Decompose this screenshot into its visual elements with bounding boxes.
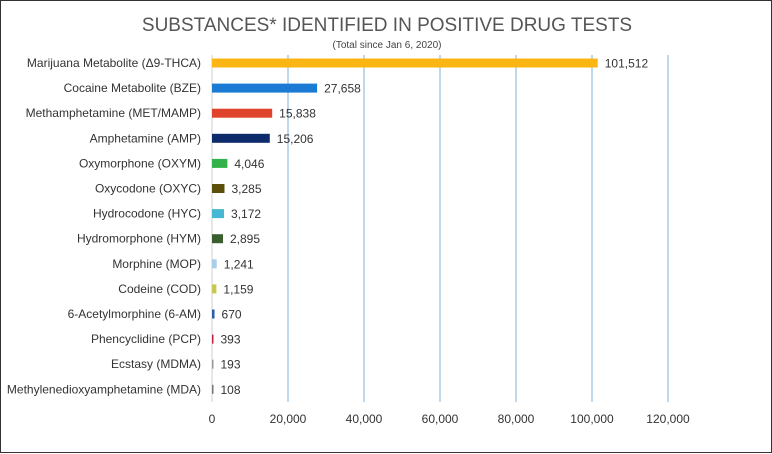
category-label: Oxycodone (OXYC) xyxy=(95,182,201,196)
data-label: 1,159 xyxy=(223,282,253,296)
bar xyxy=(212,234,224,244)
data-label: 15,206 xyxy=(277,132,314,146)
bar xyxy=(212,359,214,369)
chart-subtitle: (Total since Jan 6, 2020) xyxy=(333,40,442,51)
x-axis-ticks: 0 20,000 40,000 60,000 80,000 100,000 120,000 xyxy=(209,412,690,426)
category-label: Phencyclidine (PCP) xyxy=(91,332,201,346)
data-label: 670 xyxy=(222,308,242,322)
data-label: 1,241 xyxy=(224,257,254,271)
data-label: 393 xyxy=(221,333,241,347)
category-label: Morphine (MOP) xyxy=(112,257,201,271)
bar xyxy=(212,58,598,68)
bar xyxy=(212,334,214,344)
bars xyxy=(212,58,598,394)
data-label: 3,285 xyxy=(231,182,261,196)
bar xyxy=(212,284,217,294)
bar xyxy=(212,108,273,118)
bar xyxy=(212,133,270,143)
data-label: 108 xyxy=(221,383,241,397)
category-label: Hydromorphone (HYM) xyxy=(77,232,201,246)
data-label: 4,046 xyxy=(234,157,264,171)
x-tick-label: 60,000 xyxy=(422,412,459,426)
data-label: 27,658 xyxy=(324,82,361,96)
category-label: Hydrocodone (HYC) xyxy=(93,207,201,221)
data-label: 15,838 xyxy=(279,107,316,121)
category-label: Marijuana Metabolite (Δ9-THCA) xyxy=(27,56,201,70)
bar xyxy=(212,184,225,193)
bar xyxy=(212,209,225,219)
data-label: 101,512 xyxy=(605,57,649,71)
bar xyxy=(212,259,217,269)
category-label: 6-Acetylmorphine (6-AM) xyxy=(68,307,201,321)
category-label: Codeine (COD) xyxy=(118,282,201,296)
value-labels: 101,512 27,658 15,838 15,206 4,046 3,285 3,172… xyxy=(221,57,649,397)
category-label: Oxymorphone (OXYM) xyxy=(79,156,201,170)
x-tick-label: 20,000 xyxy=(270,412,307,426)
chart-title: SUBSTANCES* IDENTIFIED IN POSITIVE DRUG … xyxy=(142,15,632,36)
category-label: Methamphetamine (MET/MAMP) xyxy=(26,106,201,120)
category-label: Ecstasy (MDMA) xyxy=(111,357,201,371)
x-tick-label: 120,000 xyxy=(646,412,690,426)
x-tick-label: 80,000 xyxy=(498,412,535,426)
category-label: Amphetamine (AMP) xyxy=(90,131,201,145)
bar xyxy=(212,83,318,93)
data-label: 3,172 xyxy=(231,207,261,221)
x-tick-label: 40,000 xyxy=(346,412,383,426)
data-label: 2,895 xyxy=(230,232,260,246)
x-tick-label: 0 xyxy=(209,412,216,426)
category-labels: Marijuana Metabolite (Δ9-THCA) Cocaine Me… xyxy=(7,56,201,396)
bar xyxy=(212,158,228,168)
bar xyxy=(212,384,214,394)
category-label: Methylenedioxyamphetamine (MDA) xyxy=(7,382,201,396)
data-label: 193 xyxy=(221,358,241,372)
x-tick-label: 100,000 xyxy=(570,412,614,426)
category-label: Cocaine Metabolite (BZE) xyxy=(64,81,201,95)
bar xyxy=(212,309,215,319)
